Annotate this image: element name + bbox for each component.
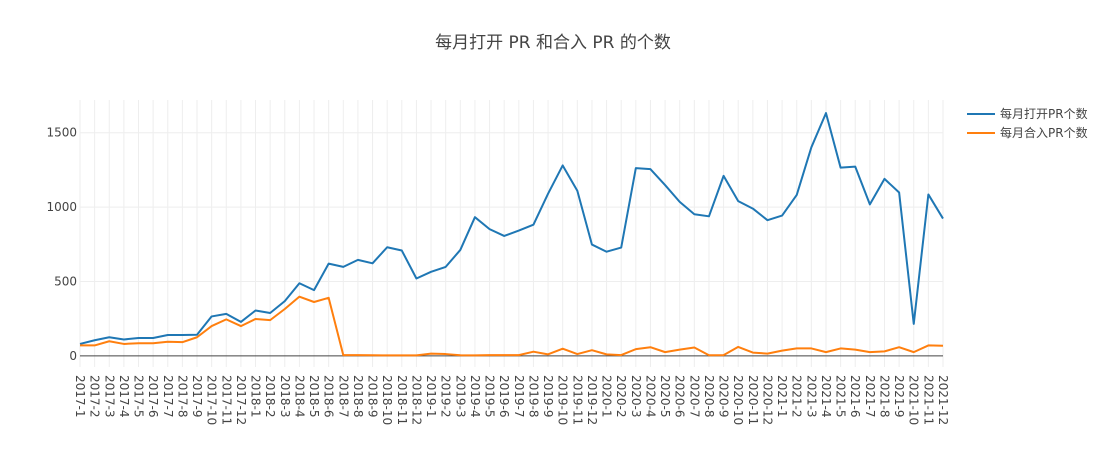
x-tick-label: 2018-2 bbox=[263, 375, 277, 418]
x-tick-label: 2017-4 bbox=[117, 375, 131, 418]
x-tick-label: 2019-2 bbox=[439, 375, 453, 418]
x-tick-label: 2018-1 bbox=[249, 375, 263, 418]
x-tick-label: 2017-3 bbox=[102, 375, 116, 418]
x-tick-label: 2021-7 bbox=[863, 375, 877, 418]
x-tick-label: 2018-11 bbox=[395, 375, 409, 425]
x-tick-label: 2018-3 bbox=[278, 375, 292, 418]
x-tick-label: 2020-5 bbox=[658, 375, 672, 418]
x-axis: 2017-1 2017-2 2017-3 2017-4 2017-5 2017-6 2017… bbox=[73, 375, 950, 425]
x-tick-label: 2021-12 bbox=[936, 375, 950, 425]
x-tick-label: 2021-3 bbox=[804, 375, 818, 418]
y-tick-label: 500 bbox=[54, 274, 77, 288]
x-tick-label: 2018-4 bbox=[292, 375, 306, 418]
x-tick-label: 2020-12 bbox=[760, 375, 774, 425]
x-tick-label: 2018-10 bbox=[380, 375, 394, 425]
x-tick-label: 2017-7 bbox=[161, 375, 175, 418]
x-tick-label: 2019-6 bbox=[497, 375, 511, 418]
x-tick-label: 2017-12 bbox=[234, 375, 248, 425]
x-tick-label: 2021-5 bbox=[834, 375, 848, 418]
x-tick-label: 2020-4 bbox=[643, 375, 657, 418]
grid bbox=[79, 100, 944, 367]
x-tick-label: 2021-4 bbox=[819, 375, 833, 418]
x-tick-label: 2021-9 bbox=[892, 375, 906, 418]
legend-label-0: 每月打开PR个数 bbox=[1000, 106, 1088, 121]
x-tick-label: 2017-5 bbox=[132, 375, 146, 418]
x-tick-label: 2018-6 bbox=[322, 375, 336, 418]
x-tick-label: 2021-2 bbox=[790, 375, 804, 418]
x-tick-label: 2019-3 bbox=[453, 375, 467, 418]
y-tick-label: 0 bbox=[69, 349, 77, 363]
legend-label-1: 每月合入PR个数 bbox=[1000, 125, 1088, 140]
y-tick-label: 1500 bbox=[46, 126, 77, 140]
x-tick-label: 2020-1 bbox=[600, 375, 614, 418]
x-tick-label: 2019-10 bbox=[556, 375, 570, 425]
legend[interactable]: 每月打开PR个数 每月合入PR个数 bbox=[967, 106, 1088, 140]
x-tick-label: 2021-11 bbox=[921, 375, 935, 425]
x-tick-label: 2018-7 bbox=[336, 375, 350, 418]
x-tick-label: 2020-3 bbox=[629, 375, 643, 418]
x-tick-label: 2017-8 bbox=[175, 375, 189, 418]
x-tick-label: 2019-11 bbox=[570, 375, 584, 425]
x-tick-label: 2019-4 bbox=[468, 375, 482, 418]
x-tick-label: 2018-8 bbox=[351, 375, 365, 418]
x-tick-label: 2017-6 bbox=[146, 375, 160, 418]
x-tick-label: 2020-6 bbox=[673, 375, 687, 418]
x-tick-label: 2019-1 bbox=[424, 375, 438, 418]
legend-item-0[interactable]: 每月打开PR个数 bbox=[967, 106, 1088, 121]
x-tick-label: 2017-11 bbox=[219, 375, 233, 425]
x-tick-label: 2020-8 bbox=[702, 375, 716, 418]
x-tick-label: 2021-6 bbox=[848, 375, 862, 418]
x-tick-label: 2017-1 bbox=[73, 375, 87, 418]
y-axis: 0 500 1000 1500 bbox=[46, 126, 77, 363]
x-tick-label: 2020-9 bbox=[717, 375, 731, 418]
x-tick-label: 2020-10 bbox=[731, 375, 745, 425]
x-tick-label: 2021-10 bbox=[907, 375, 921, 425]
x-tick-label: 2020-2 bbox=[614, 375, 628, 418]
x-tick-label: 2019-9 bbox=[541, 375, 555, 418]
x-tick-label: 2019-5 bbox=[483, 375, 497, 418]
legend-item-1[interactable]: 每月合入PR个数 bbox=[967, 125, 1088, 140]
x-tick-label: 2020-11 bbox=[746, 375, 760, 425]
y-tick-label: 1000 bbox=[46, 200, 77, 214]
x-tick-label: 2019-8 bbox=[526, 375, 540, 418]
series-line-0 bbox=[79, 112, 944, 345]
x-tick-label: 2021-1 bbox=[775, 375, 789, 418]
x-tick-label: 2017-2 bbox=[88, 375, 102, 418]
x-tick-label: 2018-5 bbox=[307, 375, 321, 418]
chart-title: 每月打开 PR 和合入 PR 的个数 bbox=[435, 33, 671, 53]
x-tick-label: 2018-9 bbox=[366, 375, 380, 418]
x-tick-label: 2021-8 bbox=[877, 375, 891, 418]
series-lines bbox=[79, 112, 944, 357]
x-tick-label: 2017-10 bbox=[205, 375, 219, 425]
x-tick-label: 2019-12 bbox=[585, 375, 599, 425]
x-tick-label: 2020-7 bbox=[687, 375, 701, 418]
series-line-1 bbox=[80, 295, 944, 357]
x-tick-label: 2019-7 bbox=[512, 375, 526, 418]
x-tick-label: 2018-12 bbox=[409, 375, 423, 425]
x-tick-label: 2017-9 bbox=[190, 375, 204, 418]
